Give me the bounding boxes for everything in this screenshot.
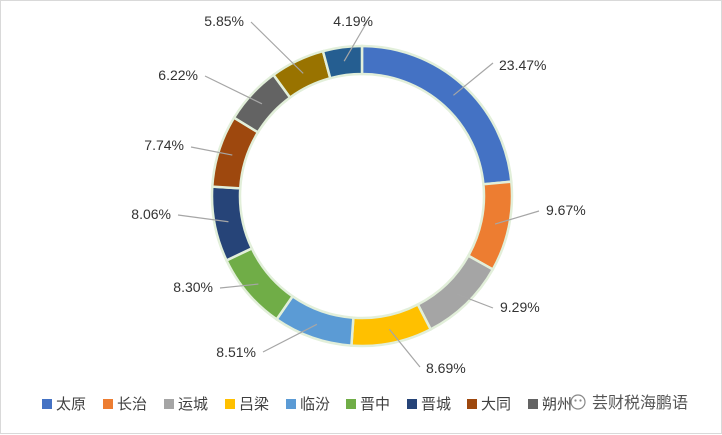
watermark-text: 芸财税海鹏语 bbox=[592, 393, 688, 412]
slice-2 bbox=[466, 180, 514, 272]
data-label-2: 9.67% bbox=[546, 202, 586, 218]
legend-label-9: 朔州 bbox=[542, 395, 572, 413]
slice-3 bbox=[416, 254, 495, 332]
legend-swatch-6 bbox=[346, 399, 356, 409]
legend-item-6: 晋中 bbox=[346, 395, 390, 413]
data-label-8: 7.74% bbox=[144, 137, 184, 153]
leader-line-8 bbox=[190, 146, 233, 156]
data-label-5: 8.51% bbox=[216, 344, 256, 360]
legend-swatch-5 bbox=[286, 399, 296, 409]
donut-slices bbox=[210, 44, 514, 348]
leader-line-3 bbox=[456, 293, 494, 309]
data-label-10: 5.85% bbox=[204, 13, 244, 29]
legend-item-9: 朔州 bbox=[528, 395, 572, 413]
legend-swatch-8 bbox=[467, 399, 477, 409]
data-label-11: 4.19% bbox=[333, 13, 373, 29]
data-label-4: 8.69% bbox=[426, 360, 466, 376]
legend-label-7: 晋城 bbox=[421, 395, 451, 413]
legend-item-5: 临汾 bbox=[286, 395, 330, 413]
legend-item-2: 长治 bbox=[103, 395, 147, 413]
legend-label-6: 晋中 bbox=[360, 395, 390, 413]
leader-line-2 bbox=[494, 210, 540, 225]
data-label-7: 8.06% bbox=[131, 206, 171, 222]
legend-swatch-7 bbox=[407, 399, 417, 409]
legend-item-1: 太原 bbox=[42, 395, 86, 413]
legend-label-5: 临汾 bbox=[300, 395, 330, 413]
legend: 太原 长治 运城 吕梁 临汾 晋中 晋城 大同 朔州 bbox=[42, 395, 572, 413]
data-label-1: 23.47% bbox=[499, 57, 546, 73]
leader-line-1 bbox=[453, 62, 494, 96]
legend-label-8: 大同 bbox=[481, 395, 511, 413]
slice-6 bbox=[224, 246, 295, 322]
legend-item-3: 运城 bbox=[164, 395, 208, 413]
data-labels: 23.47% 9.67% 9.29% 8.69% 8.51% 8.30% 8.06% 7.74… bbox=[131, 13, 585, 376]
legend-label-3: 运城 bbox=[178, 395, 208, 413]
leader-line-7 bbox=[177, 214, 229, 223]
legend-swatch-1 bbox=[42, 399, 52, 409]
slice-11 bbox=[321, 44, 364, 80]
legend-label-2: 长治 bbox=[117, 395, 147, 413]
legend-swatch-9 bbox=[528, 399, 538, 409]
slice-4 bbox=[350, 302, 433, 348]
legend-item-7: 晋城 bbox=[407, 395, 451, 413]
leader-line-5 bbox=[262, 323, 318, 353]
legend-item-4: 吕梁 bbox=[225, 395, 269, 413]
data-label-3: 9.29% bbox=[500, 299, 540, 315]
leader-line-10 bbox=[250, 21, 304, 74]
leader-line-4 bbox=[388, 328, 421, 368]
leader-line-9 bbox=[204, 75, 263, 105]
legend-item-8: 大同 bbox=[467, 395, 511, 413]
legend-label-1: 太原 bbox=[56, 395, 86, 413]
data-label-6: 8.30% bbox=[173, 279, 213, 295]
wechat-icon bbox=[570, 394, 586, 410]
watermark: 芸财税海鹏语 bbox=[570, 393, 688, 412]
legend-label-4: 吕梁 bbox=[239, 395, 269, 413]
data-label-9: 6.22% bbox=[158, 67, 198, 83]
legend-swatch-2 bbox=[103, 399, 113, 409]
leader-line-6 bbox=[219, 283, 259, 289]
leader-lines bbox=[177, 21, 540, 368]
legend-swatch-3 bbox=[164, 399, 174, 409]
legend-swatch-4 bbox=[225, 399, 235, 409]
leader-line-11 bbox=[343, 21, 368, 62]
slice-7 bbox=[210, 185, 254, 263]
